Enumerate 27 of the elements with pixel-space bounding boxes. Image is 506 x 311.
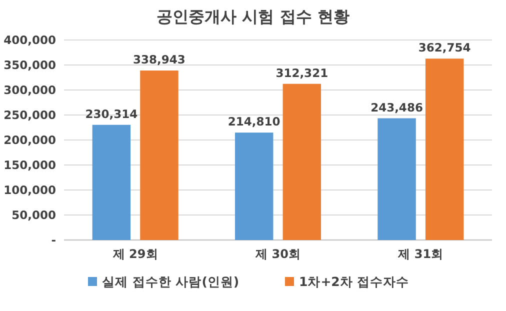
y-tick-label: 350,000 xyxy=(4,58,56,72)
data-label: 338,943 xyxy=(133,52,186,67)
y-tick-label: - xyxy=(51,233,56,247)
y-tick-label: 200,000 xyxy=(4,133,56,147)
y-tick-label: 400,000 xyxy=(4,33,56,47)
bar xyxy=(234,132,274,240)
y-tick-label: 50,000 xyxy=(12,208,56,222)
data-label: 214,810 xyxy=(228,114,280,129)
data-label: 312,321 xyxy=(276,66,328,80)
x-tick-label: 제 31회 xyxy=(397,247,444,261)
data-label: 230,314 xyxy=(85,106,138,121)
y-tick-label: 100,000 xyxy=(4,183,56,197)
legend-label: 1차+2차 접수자수 xyxy=(299,274,410,289)
data-label: 362,754 xyxy=(418,40,471,55)
x-tick-label: 제 30회 xyxy=(254,247,300,261)
y-tick-label: 250,000 xyxy=(4,108,56,122)
y-tick-label: 150,000 xyxy=(4,158,56,172)
x-tick-label: 제 29회 xyxy=(112,247,158,261)
bar xyxy=(140,70,178,240)
data-label: 243,486 xyxy=(370,100,423,114)
y-tick-label: 300,000 xyxy=(4,83,56,97)
chart-title: 공인중개사 시험 접수 현황 xyxy=(156,7,350,26)
bar xyxy=(92,124,131,240)
bar xyxy=(425,58,464,240)
bar xyxy=(282,84,322,240)
bar xyxy=(378,118,416,240)
legend-label: 실제 접수한 사람(인원) xyxy=(102,274,240,289)
